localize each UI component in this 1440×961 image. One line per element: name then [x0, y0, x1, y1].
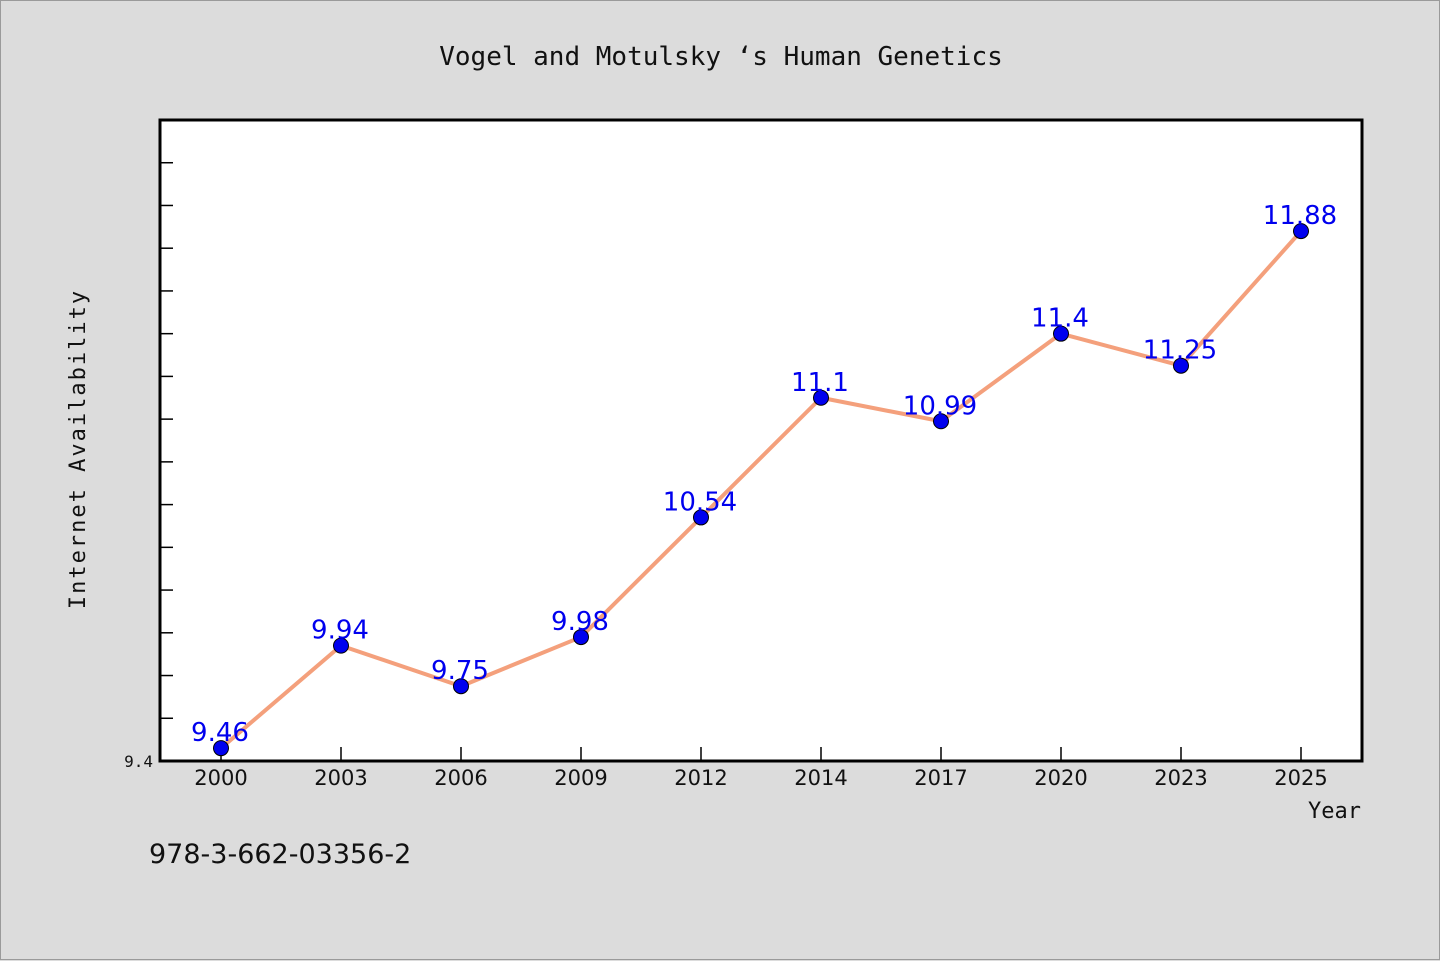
- data-label: 9.46: [191, 718, 249, 748]
- x-axis-tick-labels: 2000 2003 2006 2009 2012 2014 2017 2020 2023 2025: [194, 766, 1327, 790]
- data-label: 9.75: [431, 656, 489, 686]
- chart-title: Vogel and Motulsky ‘s Human Genetics: [439, 42, 1003, 72]
- data-point: [1173, 357, 1189, 374]
- data-point: [813, 389, 829, 406]
- x-tick-label: 2020: [1034, 766, 1087, 790]
- data-label: 10.99: [903, 391, 977, 421]
- x-tick-label: 2025: [1274, 766, 1327, 790]
- data-point: [213, 740, 229, 757]
- x-tick-label: 2003: [314, 766, 367, 790]
- x-tick-label: 2017: [914, 766, 967, 790]
- x-tick-label: 2014: [794, 766, 847, 790]
- x-axis-label: Year: [1308, 799, 1361, 824]
- data-label: 10.54: [663, 487, 737, 517]
- data-point: [333, 637, 349, 654]
- footer-isbn: 978-3-662-03356-2: [149, 839, 411, 870]
- data-label: 11.4: [1031, 304, 1089, 334]
- plot-area: [158, 118, 1364, 763]
- data-label: 11.25: [1143, 336, 1217, 366]
- data-point: [453, 678, 469, 695]
- x-tick-label: 2023: [1154, 766, 1207, 790]
- data-point: [573, 629, 589, 646]
- data-point: [693, 509, 709, 526]
- series-0: 9.46 9.94 9.75 9.98 10.54 11.1 10.99 11.4 11.25 1…: [191, 201, 1337, 757]
- series-line: [219, 229, 1303, 751]
- data-label: 11.88: [1263, 201, 1337, 231]
- x-tick-label: 2012: [674, 766, 727, 790]
- data-point: [1053, 325, 1069, 342]
- y-tick-label: 9.4: [124, 752, 153, 771]
- data-label: 9.98: [551, 607, 609, 637]
- x-tick-label: 2000: [194, 766, 247, 790]
- data-point: [1293, 223, 1309, 240]
- data-label: 9.94: [311, 616, 369, 646]
- data-label: 11.1: [791, 368, 849, 398]
- x-tick-label: 2009: [554, 766, 607, 790]
- y-axis-label: Internet Availability: [66, 289, 91, 609]
- y-axis-ticks: [160, 161, 173, 720]
- x-tick-label: 2006: [434, 766, 487, 790]
- data-point: [933, 413, 949, 430]
